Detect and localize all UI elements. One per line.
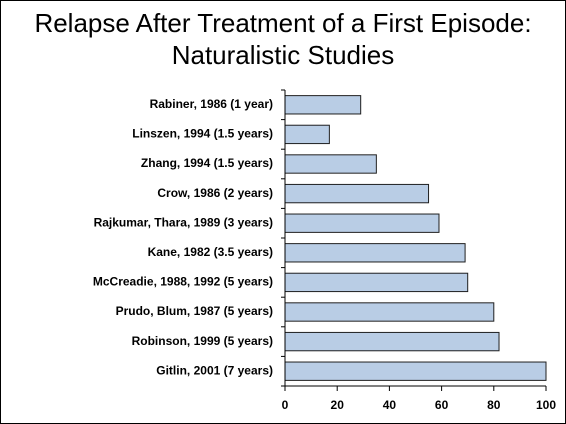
- y-tick-label: Rabiner, 1986 (1 year): [150, 97, 273, 111]
- y-tick-label: Gitlin, 2001 (7 years): [156, 363, 273, 377]
- bar: [284, 331, 500, 352]
- bar: [284, 95, 362, 115]
- bar: [284, 272, 469, 293]
- y-tick-label: Linszen, 1994 (1.5 years): [132, 127, 273, 141]
- x-tick-label: 100: [536, 398, 556, 412]
- bar: [284, 302, 495, 322]
- bar: [284, 124, 330, 145]
- bar: [284, 183, 430, 204]
- y-tick-label: Zhang, 1994 (1.5 years): [141, 156, 273, 170]
- y-tick-label: Crow, 1986 (2 years): [157, 186, 273, 200]
- bar: [284, 243, 466, 263]
- x-tick-label: 0: [282, 398, 289, 412]
- y-tick-label: Prudo, Blum, 1987 (5 years): [116, 304, 273, 318]
- bar: [284, 361, 547, 381]
- x-tick-label: 80: [487, 398, 501, 412]
- x-tick-label: 60: [435, 398, 449, 412]
- x-tick-label: 20: [331, 398, 345, 412]
- y-tick-label: Kane, 1982 (3.5 years): [148, 245, 273, 259]
- y-tick-label: Rajkumar, Thara, 1989 (3 years): [94, 215, 273, 229]
- bar: [284, 213, 440, 233]
- y-tick-label: Robinson, 1999 (5 years): [132, 334, 273, 348]
- bar: [284, 154, 377, 174]
- chart-title: Relapse After Treatment of a First Episo…: [34, 8, 532, 70]
- y-tick-label: McCreadie, 1988, 1992 (5 years): [93, 275, 273, 289]
- x-tick-label: 40: [383, 398, 397, 412]
